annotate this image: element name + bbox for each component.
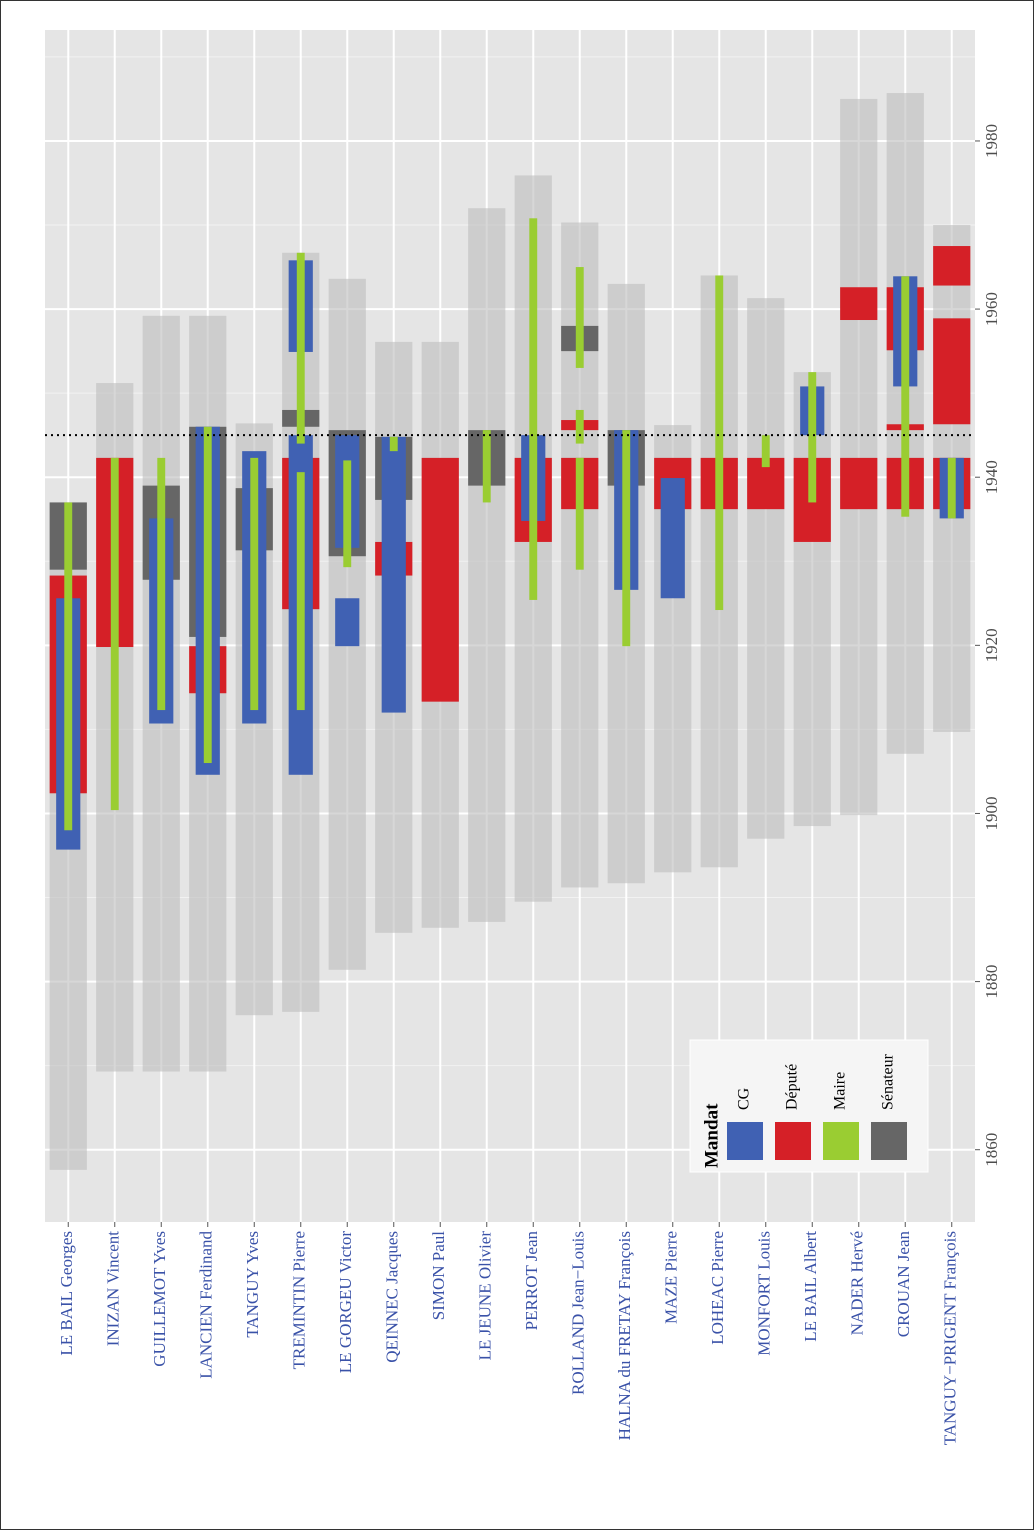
mandate-bar (575, 409, 584, 444)
lifespan-bar (840, 98, 878, 816)
mandate-bar (203, 426, 212, 764)
legend-key (727, 1122, 763, 1160)
y-tick-label: QEINNEC Jacques (383, 1231, 402, 1363)
legend-label: Député (784, 1064, 801, 1110)
y-tick-label: MONFORT Louis (755, 1231, 774, 1356)
x-tick-label: 1980 (982, 124, 1001, 158)
x-tick-label: 1920 (982, 628, 1001, 662)
mandate-bar (296, 472, 305, 711)
mandate-bar (250, 457, 259, 711)
legend-label: Maire (832, 1072, 849, 1110)
y-tick-label: TANGUY Yves (243, 1231, 262, 1338)
mandate-bar (808, 372, 817, 503)
lifespan-bar (468, 208, 506, 922)
mandate-bar (947, 457, 956, 519)
mandate-bar (901, 276, 910, 517)
mandate-bar (747, 457, 785, 510)
y-tick-label: LE JEUNE Olivier (476, 1231, 495, 1361)
y-tick-label: LANCIEN Ferdinand (197, 1231, 216, 1379)
mandate-bar (482, 430, 491, 503)
rotated-plot: 1860 1880 1900 1920 1940 1960 1980 LE BAIL Geor… (45, 30, 1001, 1445)
mandate-bar (933, 318, 971, 425)
mandate-bar (335, 598, 360, 647)
y-tick-label: MAZE Pierre (662, 1231, 681, 1324)
mandate-bar (715, 275, 724, 611)
legend-label: Sénateur (880, 1053, 897, 1110)
mandate-bar (840, 457, 878, 510)
y-tick-label: NADER Hervé (848, 1231, 867, 1335)
mandate-bar (660, 478, 685, 599)
legend-key (871, 1122, 907, 1160)
mandate-bar (622, 430, 631, 647)
panel (45, 30, 975, 1222)
mandate-bar (389, 436, 398, 452)
mandate-bar (933, 246, 971, 286)
y-tick-label: PERROT Jean (522, 1231, 541, 1331)
mandate-bar (840, 287, 878, 321)
legend-label: CG (736, 1087, 753, 1110)
mandate-bar (157, 457, 166, 711)
legend-title: Mandat (701, 1103, 722, 1168)
mandate-bar (110, 457, 119, 811)
legend-key (775, 1122, 811, 1160)
y-tick-label: GUILLEMOT Yves (150, 1231, 169, 1367)
lifespan-bar (747, 298, 785, 839)
y-tick-label: LOHEAC Pierre (708, 1231, 727, 1345)
mandate-bar (529, 218, 538, 600)
x-tick-label: 1860 (982, 1133, 1001, 1167)
y-tick-label: LE BAIL Georges (57, 1231, 76, 1356)
x-tick-label: 1960 (982, 292, 1001, 326)
legend-key (823, 1122, 859, 1160)
x-tick-label: 1940 (982, 460, 1001, 494)
y-tick-label: TREMINTIN Pierre (290, 1231, 309, 1369)
mandate-bar (64, 502, 73, 831)
mandate-bar (343, 460, 352, 568)
y-tick-label: INIZAN Vincent (104, 1231, 123, 1347)
x-tick-label: 1900 (982, 796, 1001, 830)
y-tick-label: SIMON Paul (429, 1231, 448, 1321)
mandate-bar (296, 252, 305, 444)
mandate-bar (575, 457, 584, 570)
mandate-bar (381, 436, 406, 713)
y-tick-label: LE GORGEU Victor (336, 1231, 355, 1374)
y-tick-label: HALNA du FRETAY François (615, 1231, 634, 1440)
y-tick-label: TANGUY−PRIGENT François (941, 1231, 960, 1445)
mandate-bar (421, 457, 459, 702)
x-tick-label: 1880 (982, 965, 1001, 999)
y-tick-label: ROLLAND Jean−Louis (569, 1231, 588, 1395)
y-tick-label: CROUAN Jean (894, 1231, 913, 1338)
mandate-bar (761, 435, 770, 468)
mandate-bar (575, 267, 584, 368)
y-tick-label: LE BAIL Albert (801, 1231, 820, 1342)
